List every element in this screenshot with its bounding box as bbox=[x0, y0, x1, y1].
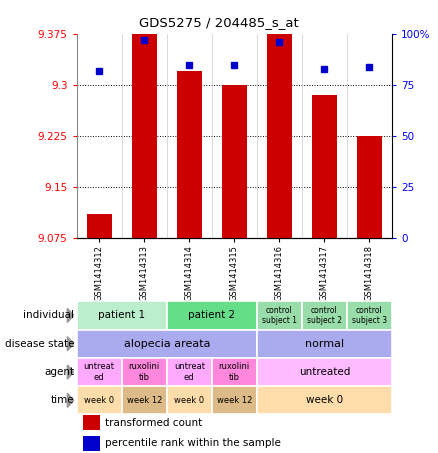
Text: alopecia areata: alopecia areata bbox=[124, 339, 210, 349]
Bar bbox=[312, 95, 337, 238]
Text: control
subject 1: control subject 1 bbox=[262, 306, 297, 325]
Polygon shape bbox=[67, 337, 74, 351]
Bar bbox=[222, 85, 247, 238]
Bar bbox=[357, 136, 382, 238]
Text: transformed count: transformed count bbox=[105, 418, 202, 428]
Text: normal: normal bbox=[305, 339, 344, 349]
Text: patient 1: patient 1 bbox=[98, 310, 145, 320]
Text: week 0: week 0 bbox=[306, 395, 343, 405]
Text: time: time bbox=[51, 395, 74, 405]
Text: untreat
ed: untreat ed bbox=[174, 362, 205, 382]
Text: patient 2: patient 2 bbox=[188, 310, 235, 320]
Text: ruxolini
tib: ruxolini tib bbox=[219, 362, 250, 382]
Bar bbox=[87, 214, 112, 238]
Polygon shape bbox=[67, 393, 74, 407]
Text: week 0: week 0 bbox=[84, 396, 114, 405]
Bar bbox=[177, 71, 201, 238]
Text: disease state: disease state bbox=[5, 339, 74, 349]
Bar bbox=[83, 436, 100, 451]
Text: agent: agent bbox=[44, 367, 74, 377]
Text: control
subject 3: control subject 3 bbox=[352, 306, 387, 325]
Text: untreat
ed: untreat ed bbox=[84, 362, 115, 382]
Text: GDS5275 / 204485_s_at: GDS5275 / 204485_s_at bbox=[139, 16, 299, 29]
Text: week 0: week 0 bbox=[174, 396, 205, 405]
Bar bbox=[83, 415, 100, 430]
Text: control
subject 2: control subject 2 bbox=[307, 306, 342, 325]
Bar bbox=[267, 34, 292, 238]
Text: individual: individual bbox=[24, 310, 74, 320]
Bar bbox=[132, 34, 157, 238]
Text: week 12: week 12 bbox=[127, 396, 162, 405]
Text: week 12: week 12 bbox=[217, 396, 252, 405]
Polygon shape bbox=[67, 365, 74, 379]
Polygon shape bbox=[67, 308, 74, 323]
Text: untreated: untreated bbox=[299, 367, 350, 377]
Text: percentile rank within the sample: percentile rank within the sample bbox=[105, 439, 281, 448]
Text: ruxolini
tib: ruxolini tib bbox=[129, 362, 160, 382]
